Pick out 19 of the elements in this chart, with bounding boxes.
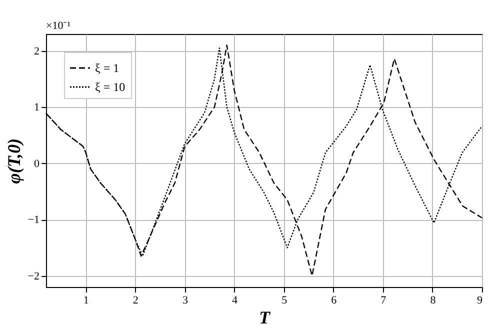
x-tick-label: 5 bbox=[282, 294, 288, 306]
x-tick-label: 9 bbox=[477, 294, 483, 306]
x-tick-label: 7 bbox=[380, 294, 387, 306]
y-tick-label: −2 bbox=[28, 270, 40, 282]
y-tick-label: −1 bbox=[28, 214, 40, 226]
x-tick-label: 6 bbox=[331, 294, 338, 306]
x-axis-title: T bbox=[259, 308, 271, 328]
legend-label: ξ = 1 bbox=[95, 61, 120, 75]
x-tick-label: 2 bbox=[132, 294, 138, 306]
text: ×10⁻¹ bbox=[46, 20, 71, 32]
y-axis-title: φ(T,0) bbox=[4, 138, 24, 184]
y-tick-label: 0 bbox=[34, 158, 40, 170]
y-tick-label: 1 bbox=[34, 102, 40, 114]
legend-label: ξ = 10 bbox=[95, 80, 126, 94]
x-tick-label: 3 bbox=[182, 294, 188, 306]
y-tick-label: 2 bbox=[34, 45, 40, 58]
x-tick-label: 8 bbox=[430, 294, 436, 306]
x-tick-label: 4 bbox=[232, 294, 238, 306]
x-tick-label: 1 bbox=[83, 294, 89, 306]
